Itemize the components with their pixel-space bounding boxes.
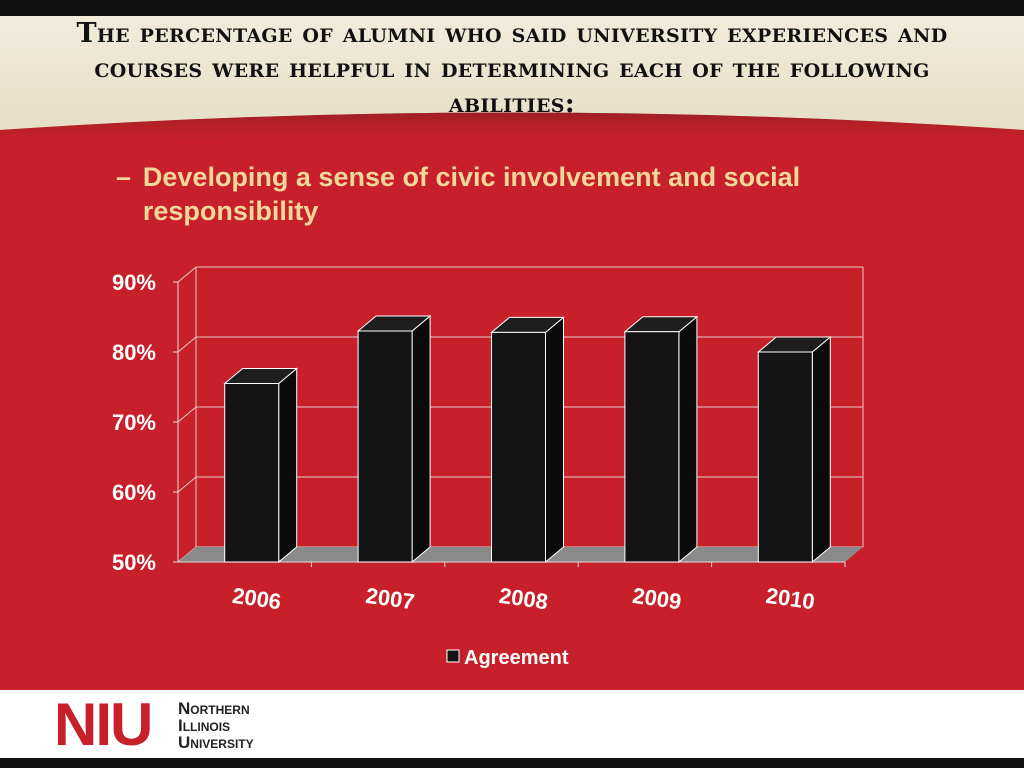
y-tick-label: 50% [112,550,156,575]
logo-line-3: University [178,733,254,752]
chart-subtitle: Developing a sense of civic involvement … [142,162,801,226]
niu-logo-text: Northern Illinois University [178,700,254,751]
x-tick-label: 2010 [764,583,816,615]
bar [224,383,280,563]
bar [757,351,813,563]
gridline-side [177,476,197,493]
bottom-border [0,758,1024,768]
logo-line-2: Illinois [178,716,231,735]
top-border [0,0,1024,16]
subtitle-bullet: – [116,162,132,192]
x-tick-label: 2007 [364,583,416,615]
bar [491,331,546,563]
bar [624,331,680,563]
y-tick-label: 70% [112,410,156,435]
niu-logo-mark: NIU [54,691,153,758]
bar-chart: 50% 60% 70% 80% 90% 2006 2007 2008 2009 2010 Agree… [112,266,864,669]
logo-line-1: Northern [178,699,250,718]
bar [357,330,413,563]
y-tick-label: 60% [112,480,156,505]
slide-title: The percentage of alumni who said univer… [76,18,948,119]
gridline-side [177,336,197,353]
legend-label: Agreement [464,647,569,669]
x-tick-label: 2008 [498,583,550,615]
y-tick-label: 80% [112,340,156,365]
gridline-side [177,406,197,423]
bar-side [678,315,698,564]
bar-side [545,316,564,564]
header-band [0,0,1024,170]
x-tick-label: 2006 [231,583,283,615]
x-tick-label: 2009 [631,583,683,615]
legend-swatch [446,649,460,663]
bar-side [411,314,431,564]
subtitle-bullet-row: – Developing a sense of civic involvemen… [116,160,896,228]
gridline-side [177,266,197,283]
y-tick-label: 90% [112,270,156,295]
bar-side [811,335,831,564]
footer: NIU Northern Illinois University [0,690,1024,758]
header-band-shape [0,16,1024,150]
bar-side [278,367,298,564]
